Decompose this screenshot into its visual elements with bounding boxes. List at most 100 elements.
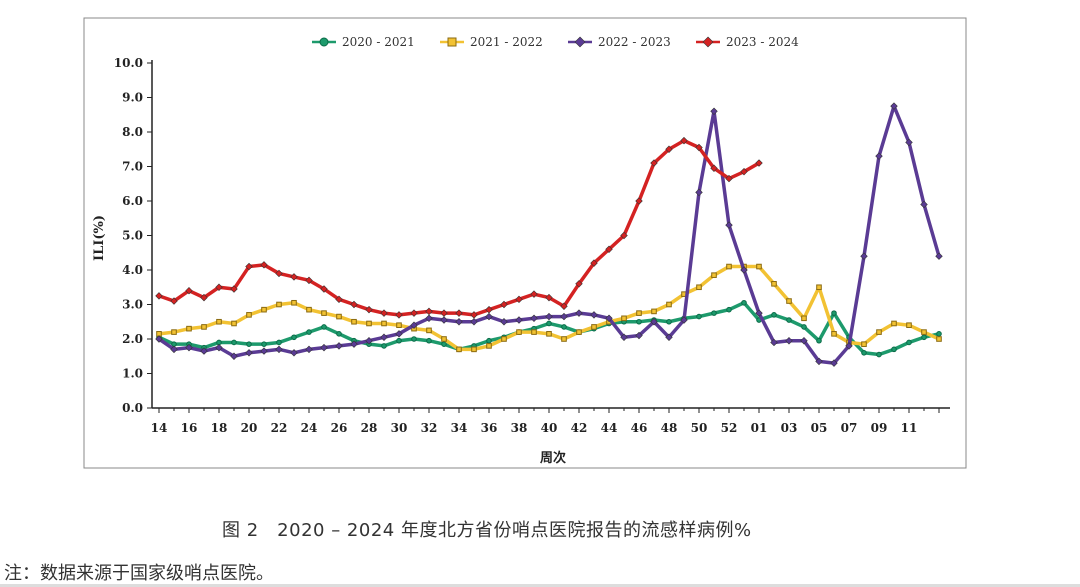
x-tick-label: 50 bbox=[691, 421, 708, 435]
data-point bbox=[201, 324, 207, 330]
data-point bbox=[470, 311, 478, 319]
data-point bbox=[425, 307, 433, 316]
data-point bbox=[335, 295, 343, 304]
data-point bbox=[860, 252, 868, 260]
data-point bbox=[755, 159, 763, 167]
data-point bbox=[696, 284, 702, 291]
data-point bbox=[321, 324, 327, 330]
data-point bbox=[500, 300, 508, 309]
data-point bbox=[921, 334, 927, 341]
data-point bbox=[801, 315, 807, 322]
data-point bbox=[291, 334, 297, 341]
data-point bbox=[381, 343, 387, 349]
data-point bbox=[816, 284, 822, 291]
data-point bbox=[861, 341, 867, 347]
data-point bbox=[306, 306, 312, 313]
data-point bbox=[636, 318, 642, 325]
y-tick-label: 2.0 bbox=[122, 332, 143, 346]
data-point bbox=[186, 325, 192, 332]
legend: 2020 - 2021 2021 - 2022 2022 - 2023 2023 - … bbox=[312, 35, 799, 49]
legend-item: 2023 - 2024 bbox=[696, 35, 799, 49]
data-point bbox=[695, 143, 703, 152]
data-point bbox=[290, 349, 298, 357]
data-point bbox=[786, 317, 792, 323]
data-point bbox=[725, 174, 733, 183]
data-point bbox=[319, 37, 329, 47]
data-point bbox=[395, 330, 403, 338]
data-point bbox=[395, 311, 403, 319]
data-point bbox=[546, 320, 552, 327]
data-point bbox=[171, 329, 177, 335]
legend-label: 2023 - 2024 bbox=[726, 35, 799, 49]
data-point bbox=[275, 269, 283, 278]
data-point bbox=[231, 339, 237, 346]
data-point bbox=[200, 347, 208, 355]
data-point bbox=[426, 327, 432, 334]
data-point bbox=[456, 346, 462, 353]
data-point bbox=[485, 312, 493, 321]
data-point bbox=[336, 331, 342, 337]
data-point bbox=[635, 331, 643, 340]
data-point bbox=[695, 188, 703, 197]
divider bbox=[0, 584, 1080, 587]
data-point bbox=[396, 322, 402, 328]
data-point bbox=[636, 310, 642, 316]
data-point bbox=[890, 102, 898, 110]
data-point bbox=[185, 343, 193, 352]
data-point bbox=[230, 352, 238, 360]
data-point bbox=[545, 312, 553, 321]
data-point bbox=[440, 316, 448, 324]
x-tick-label: 46 bbox=[631, 421, 648, 435]
x-tick-label: 38 bbox=[511, 421, 528, 435]
data-point bbox=[666, 318, 672, 325]
data-point bbox=[726, 263, 732, 270]
data-point bbox=[756, 263, 762, 270]
data-point bbox=[861, 350, 867, 356]
data-point bbox=[410, 321, 418, 329]
data-point bbox=[200, 293, 208, 302]
data-point bbox=[876, 329, 882, 335]
data-point bbox=[185, 286, 193, 295]
data-point bbox=[891, 320, 897, 327]
data-point bbox=[261, 306, 267, 313]
data-point bbox=[665, 145, 673, 153]
legend-label: 2020 - 2021 bbox=[342, 35, 415, 49]
data-point bbox=[621, 315, 627, 322]
data-point bbox=[305, 276, 313, 285]
data-point bbox=[260, 347, 268, 355]
source-note: 注：数据来源于国家级哨点医院。 bbox=[4, 563, 274, 584]
y-tick-label: 9.0 bbox=[122, 91, 143, 105]
data-point bbox=[591, 324, 597, 330]
data-point bbox=[696, 313, 702, 320]
data-point bbox=[170, 297, 178, 305]
data-point bbox=[575, 309, 583, 317]
data-point bbox=[740, 266, 748, 274]
x-tick-label: 40 bbox=[541, 421, 558, 435]
data-point bbox=[261, 341, 267, 347]
data-point bbox=[816, 337, 822, 344]
data-point bbox=[336, 313, 342, 320]
data-point bbox=[575, 280, 583, 288]
series-group bbox=[155, 102, 943, 367]
data-point bbox=[605, 314, 613, 323]
data-point bbox=[830, 359, 838, 367]
x-tick-label: 24 bbox=[301, 421, 318, 435]
data-point bbox=[320, 343, 328, 352]
data-point bbox=[921, 329, 927, 335]
data-point bbox=[665, 333, 673, 341]
legend-label: 2022 - 2023 bbox=[598, 35, 671, 49]
data-point bbox=[680, 136, 688, 145]
x-tick-label: 22 bbox=[271, 421, 288, 435]
data-point bbox=[876, 351, 882, 358]
data-point bbox=[576, 329, 582, 335]
x-tick-label: 52 bbox=[721, 421, 738, 435]
legend-item: 2022 - 2023 bbox=[568, 35, 671, 49]
data-point bbox=[276, 339, 282, 346]
x-tick-label: 05 bbox=[811, 421, 828, 435]
y-tick-label: 8.0 bbox=[122, 125, 143, 139]
data-point bbox=[771, 312, 777, 318]
axes: 0.0 1.0 2.0 3.0 4.0 5.0 6.0 7.0 8.0 9.0 10.0 14 16 18… bbox=[92, 56, 950, 466]
data-point bbox=[561, 324, 567, 330]
data-point bbox=[170, 345, 178, 354]
data-point bbox=[216, 318, 222, 325]
